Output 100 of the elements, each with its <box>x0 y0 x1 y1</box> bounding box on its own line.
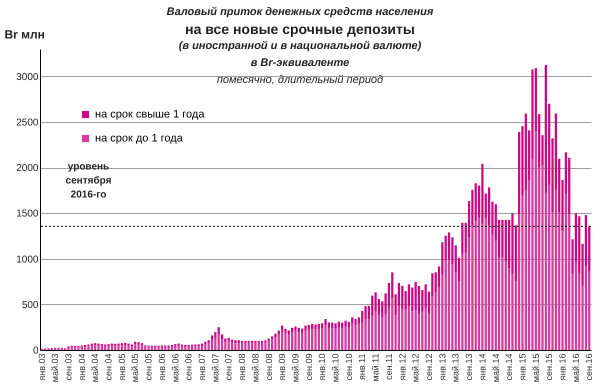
bar <box>208 340 210 344</box>
bar <box>184 346 186 350</box>
bar <box>268 340 270 350</box>
x-tick-label: май.12 <box>410 354 421 382</box>
bar <box>338 327 340 350</box>
x-tick-label: май.16 <box>570 354 581 382</box>
bar <box>244 342 247 350</box>
bar <box>401 286 404 308</box>
x-tick-label: сен.10 <box>344 354 354 380</box>
bar <box>260 342 264 350</box>
x-tick-label: янв.16 <box>558 354 568 381</box>
bar <box>230 342 234 350</box>
y-tick-label: 0 <box>32 346 39 356</box>
bar <box>204 344 206 350</box>
bar <box>218 327 220 334</box>
bar <box>177 346 180 350</box>
bar <box>301 332 304 350</box>
bar <box>214 338 216 350</box>
x-tick-label: сен.05 <box>144 354 154 380</box>
bar <box>351 324 354 350</box>
bar <box>210 335 214 340</box>
x-tick-label: янв.10 <box>317 354 328 381</box>
bar <box>130 346 134 350</box>
bar <box>194 346 196 350</box>
bar <box>208 343 210 350</box>
x-tick-label: янв.09 <box>277 354 288 381</box>
bar <box>301 328 304 333</box>
bar <box>188 346 190 350</box>
bar <box>87 346 90 350</box>
bar <box>144 346 146 350</box>
bar <box>84 346 86 350</box>
bar <box>341 328 344 350</box>
bar <box>137 344 140 350</box>
bar <box>421 312 424 350</box>
bar <box>238 340 240 344</box>
x-tick-label: май.10 <box>330 354 341 382</box>
bar <box>361 322 364 350</box>
x-tick-label: янв.05 <box>116 354 127 381</box>
bar <box>474 183 477 222</box>
bar <box>278 330 280 334</box>
bar <box>311 329 314 350</box>
bar <box>224 342 226 350</box>
ref-line-label: уровень сентября 2016-го <box>66 161 112 200</box>
y-tick-label: 1500 <box>16 208 39 220</box>
bar <box>414 282 417 310</box>
y-tick-label: 500 <box>22 300 39 311</box>
x-tick-label: сен.07 <box>224 354 234 380</box>
x-tick-label: сен.13 <box>464 354 474 380</box>
x-tick-label: май.15 <box>530 354 541 382</box>
bar <box>110 346 113 350</box>
bar <box>90 346 93 350</box>
bar <box>444 260 447 350</box>
bar <box>124 344 126 350</box>
bar <box>414 310 417 350</box>
bar <box>80 346 83 350</box>
bar <box>114 346 116 350</box>
bar <box>234 340 237 344</box>
bar <box>238 343 240 350</box>
bar <box>484 218 487 350</box>
x-tick-label: янв.07 <box>196 354 207 381</box>
y-tick-label: 3000 <box>16 72 39 83</box>
x-tick-label: май.13 <box>450 354 461 382</box>
bar <box>288 330 290 334</box>
bar <box>371 316 374 350</box>
bar <box>331 322 334 328</box>
bar <box>391 298 394 350</box>
bar <box>218 334 220 350</box>
bar <box>134 342 136 344</box>
legend-label: на срок до 1 года <box>95 132 184 144</box>
x-tick-label: май.07 <box>210 354 220 382</box>
bar <box>341 322 344 328</box>
bar <box>224 338 226 342</box>
y-tick-label: 2500 <box>16 117 39 128</box>
bar <box>534 131 537 350</box>
bar <box>180 346 184 350</box>
bar <box>254 342 257 350</box>
x-tick-label: сен.16 <box>584 354 594 380</box>
bar <box>134 344 136 350</box>
y-tick-label: 1000 <box>16 254 39 266</box>
bar <box>288 334 290 350</box>
bar <box>100 346 103 350</box>
bar <box>70 347 73 350</box>
bar <box>564 194 568 350</box>
bar <box>328 328 330 350</box>
x-tick-label: май.03 <box>50 354 60 382</box>
bar <box>351 317 354 324</box>
x-tick-label: май.06 <box>170 354 180 382</box>
x-tick-label: май.11 <box>370 354 381 382</box>
bar <box>548 184 550 350</box>
x-tick-label: сен.03 <box>63 354 74 380</box>
bar <box>240 342 244 350</box>
x-tick-label: сен.04 <box>104 354 114 380</box>
bar <box>544 64 547 193</box>
x-tick-label: янв.13 <box>437 354 448 381</box>
x-tick-label: янв.06 <box>156 354 167 381</box>
x-tick-label: май.05 <box>130 354 140 382</box>
y-axis-title: Br млн <box>4 28 45 42</box>
bar <box>344 320 347 327</box>
bar <box>170 346 174 350</box>
bar <box>298 332 300 350</box>
